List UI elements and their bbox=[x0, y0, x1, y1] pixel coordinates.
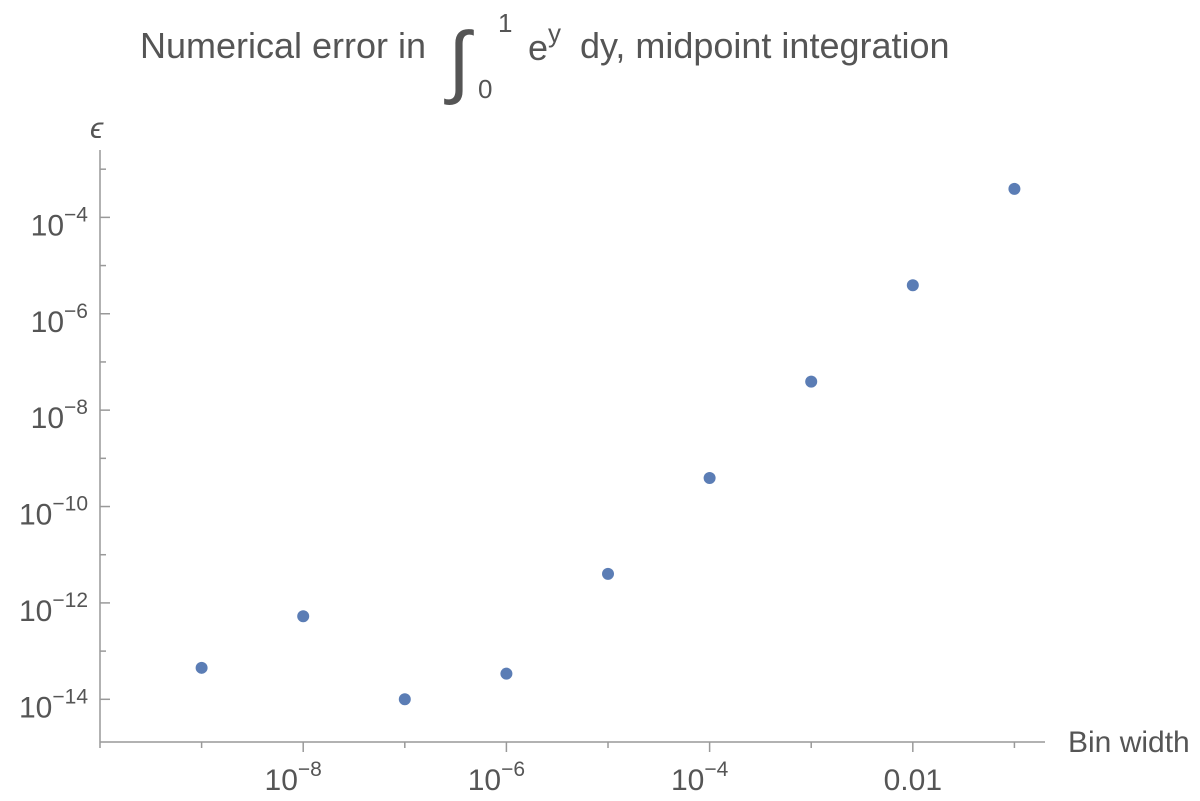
y-tick-label: 10−10 bbox=[19, 493, 88, 532]
y-tick-label: 10−4 bbox=[31, 203, 89, 242]
x-tick-label-base: 10 bbox=[265, 764, 298, 797]
x-tick-label: 0.01 bbox=[884, 764, 942, 797]
title-suffix: dy, midpoint integration bbox=[580, 25, 950, 66]
y-tick-label-exponent: −4 bbox=[64, 203, 88, 226]
x-tick-label: 10−4 bbox=[671, 758, 729, 797]
x-tick-label-base: 0.01 bbox=[884, 764, 942, 797]
y-tick-label-base: 10 bbox=[31, 306, 64, 339]
y-axis-label: ϵ bbox=[90, 112, 104, 145]
data-points bbox=[195, 182, 1021, 706]
data-point bbox=[195, 661, 208, 674]
y-tick-label-exponent: −12 bbox=[52, 589, 88, 612]
x-axis-label: Bin width bbox=[1068, 726, 1190, 759]
x-tick-label-exponent: −6 bbox=[501, 758, 525, 781]
data-point bbox=[805, 375, 818, 388]
x-tick-label-base: 10 bbox=[468, 764, 501, 797]
chart-title: Numerical error in ∫ 1 0 e y dy, midpoin… bbox=[140, 8, 950, 105]
integrand-exponent: y bbox=[548, 18, 561, 48]
y-tick-label-exponent: −8 bbox=[64, 396, 88, 419]
data-point bbox=[703, 472, 716, 485]
y-tick-label-exponent: −14 bbox=[52, 685, 88, 708]
y-tick-label: 10−6 bbox=[31, 300, 88, 339]
y-tick-label-exponent: −10 bbox=[52, 493, 88, 516]
integral-symbol: ∫ bbox=[443, 16, 474, 105]
title-prefix: Numerical error in bbox=[140, 25, 426, 66]
y-tick-label-base: 10 bbox=[31, 209, 64, 242]
y-tick-label: 10−14 bbox=[19, 685, 88, 724]
data-point bbox=[297, 610, 310, 623]
x-axis-ticks: 10−8 10−6 10−4 0.01 bbox=[99, 742, 1016, 797]
y-tick-label-exponent: −6 bbox=[64, 300, 88, 323]
integrand-base: e bbox=[528, 27, 548, 68]
y-tick-label-base: 10 bbox=[19, 595, 52, 628]
integral-lower-limit: 0 bbox=[478, 74, 492, 104]
x-tick-label: 10−8 bbox=[265, 758, 322, 797]
data-point bbox=[1008, 182, 1021, 195]
y-tick-label: 10−8 bbox=[31, 396, 88, 435]
data-point bbox=[906, 279, 919, 292]
x-tick-label-exponent: −4 bbox=[704, 758, 728, 781]
x-tick-label: 10−6 bbox=[468, 758, 525, 797]
data-point bbox=[398, 693, 411, 706]
data-point bbox=[500, 667, 513, 680]
data-point bbox=[602, 567, 615, 580]
y-tick-label-base: 10 bbox=[31, 402, 64, 435]
y-tick-label-base: 10 bbox=[19, 499, 52, 532]
y-tick-label-base: 10 bbox=[19, 691, 52, 724]
x-tick-label-base: 10 bbox=[671, 764, 704, 797]
x-tick-label-exponent: −8 bbox=[298, 758, 322, 781]
integral-upper-limit: 1 bbox=[498, 8, 512, 38]
y-tick-label: 10−12 bbox=[19, 589, 88, 628]
